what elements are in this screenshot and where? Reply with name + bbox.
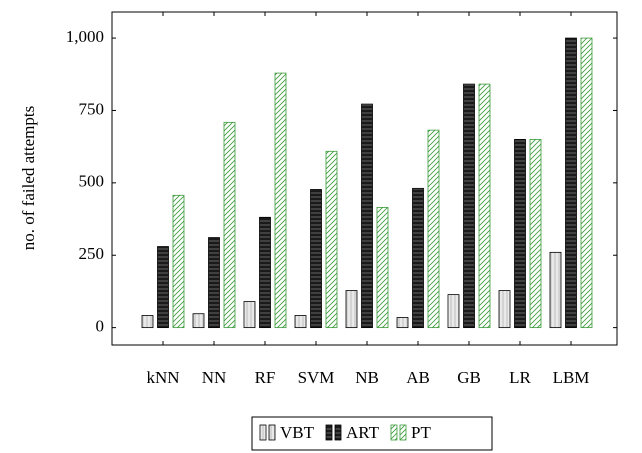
legend-swatch — [268, 424, 276, 441]
x-tick-label: GB — [457, 368, 481, 387]
legend-swatch — [399, 424, 407, 441]
x-tick-label: RF — [255, 368, 276, 387]
bar — [141, 315, 154, 329]
bar — [172, 194, 185, 329]
bar — [565, 37, 577, 329]
x-tick-label: NB — [355, 368, 379, 387]
bar — [447, 294, 460, 329]
legend-swatch — [390, 424, 398, 441]
bar — [294, 315, 307, 329]
bar — [580, 37, 593, 329]
bar — [396, 317, 409, 329]
bar — [427, 129, 440, 329]
bar — [259, 216, 271, 329]
plot-frame — [111, 11, 618, 346]
bar — [223, 121, 236, 329]
x-tick-label: kNN — [146, 368, 179, 387]
bar — [310, 189, 322, 329]
bar — [478, 83, 491, 329]
bar — [529, 139, 542, 329]
y-tick-label: 500 — [79, 172, 105, 191]
legend-swatch — [325, 424, 333, 441]
legend-swatch — [259, 424, 267, 441]
bar — [463, 83, 475, 329]
bar — [274, 72, 287, 329]
bar — [376, 207, 389, 329]
bar — [498, 290, 511, 329]
y-tick-label: 250 — [79, 244, 105, 263]
bar — [412, 187, 424, 329]
legend-label: VBT — [280, 423, 315, 442]
y-tick-label: 0 — [96, 317, 105, 336]
bar — [325, 150, 338, 329]
x-tick-label: AB — [406, 368, 430, 387]
bar — [192, 313, 205, 329]
bar — [157, 246, 169, 329]
x-tick-label: LR — [509, 368, 531, 387]
bar — [514, 139, 526, 329]
y-tick-label: 1,000 — [66, 27, 104, 46]
y-tick-label: 750 — [79, 99, 105, 118]
legend-label: ART — [346, 423, 380, 442]
legend-label: PT — [411, 423, 431, 442]
x-tick-label: LBM — [553, 368, 590, 387]
legend-box — [251, 416, 493, 451]
y-axis-label: no. of failed attempts — [19, 106, 38, 250]
bar — [345, 290, 358, 329]
legend-swatch — [334, 424, 342, 441]
bar — [243, 301, 256, 329]
x-tick-label: SVM — [298, 368, 335, 387]
x-tick-label: NN — [202, 368, 227, 387]
bar — [361, 103, 373, 329]
bar — [549, 251, 562, 329]
bar — [208, 237, 220, 329]
